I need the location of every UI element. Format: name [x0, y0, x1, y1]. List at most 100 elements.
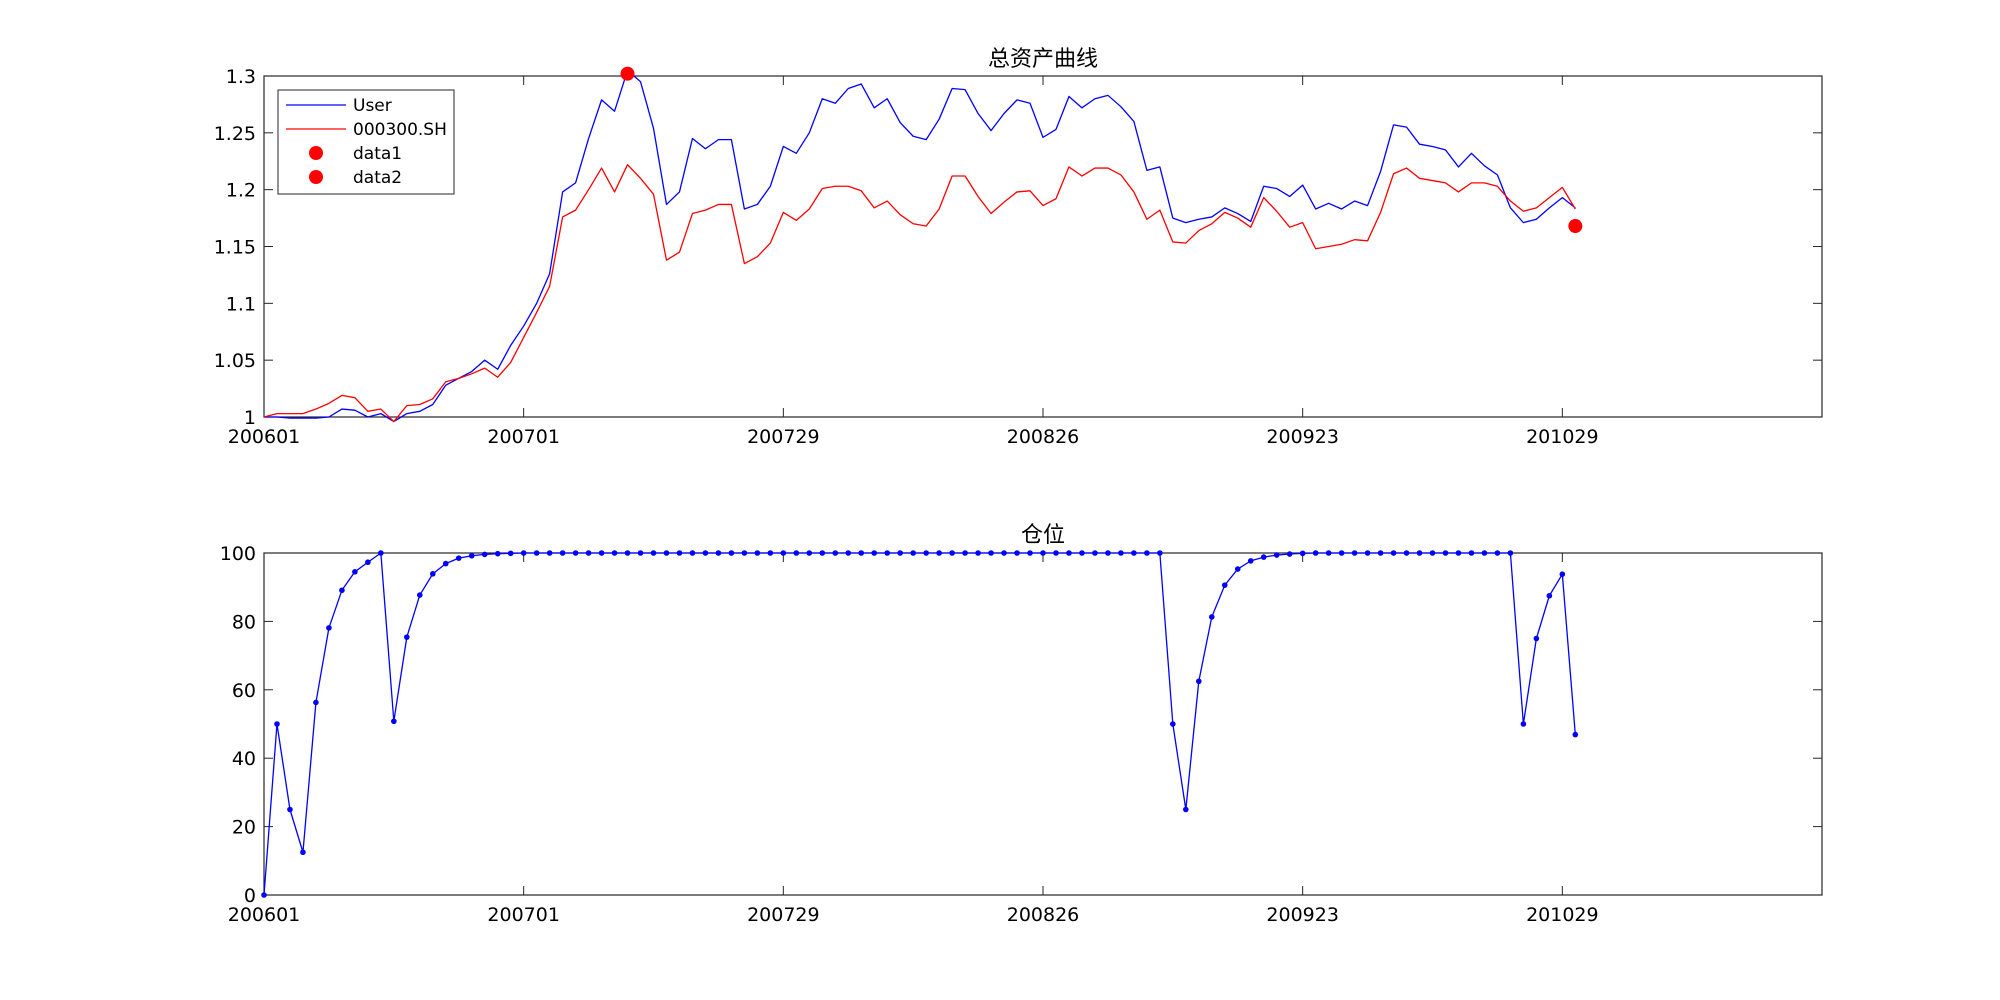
- series-point: [481, 551, 488, 558]
- series-point: [1429, 550, 1436, 556]
- series-point: [468, 552, 475, 559]
- series-point: [274, 721, 280, 727]
- series-point: [1092, 550, 1098, 556]
- series-point: [1507, 550, 1514, 556]
- equity-legend: User 000300.SH data1 data2: [277, 89, 455, 195]
- y-tick-label: 60: [232, 680, 256, 702]
- series-point: [520, 550, 527, 556]
- y-tick-label: 1.05: [214, 350, 256, 372]
- series-point: [326, 625, 332, 631]
- series-point: [1014, 550, 1020, 556]
- series-point: [1027, 550, 1033, 556]
- marker-data1: [620, 66, 635, 81]
- series-point: [845, 550, 852, 556]
- x-tick-label: 200826: [1007, 426, 1080, 448]
- series-point: [1494, 550, 1501, 556]
- y-tick-label: 40: [232, 748, 256, 770]
- series-point: [1468, 550, 1475, 556]
- y-tick-label: 1.2: [226, 180, 256, 202]
- series-point: [767, 550, 774, 556]
- series-point: [1377, 550, 1384, 556]
- y-tick-label: 1: [244, 407, 256, 429]
- series-point: [1208, 614, 1215, 620]
- series-point: [988, 550, 994, 556]
- series-point: [339, 587, 345, 594]
- series-point: [1170, 721, 1176, 727]
- series-point: [1079, 550, 1085, 556]
- series-point: [1338, 550, 1345, 556]
- series-point: [313, 699, 319, 706]
- position-x-axis: 200601 200701 200729 200826 200923 201029: [228, 553, 1599, 926]
- series-point: [754, 550, 761, 556]
- series-point: [819, 550, 826, 556]
- x-tick-label: 200729: [747, 426, 820, 448]
- series-point: [1351, 550, 1358, 556]
- series-point: [897, 550, 903, 556]
- y-tick-label: 1.1: [226, 293, 256, 315]
- series-point: [1286, 551, 1293, 557]
- marker-data2: [1568, 219, 1583, 234]
- series-point: [936, 550, 942, 556]
- series-point: [715, 550, 722, 556]
- series-point: [287, 806, 293, 813]
- x-tick-label: 200701: [487, 426, 560, 448]
- series-point: [1559, 571, 1566, 578]
- series-point: [858, 550, 865, 556]
- y-tick-label: 80: [232, 611, 256, 633]
- series-line-user: [264, 69, 1576, 423]
- series-point: [1403, 550, 1410, 556]
- equity-y-axis: 1 1.05 1.1 1.15 1.2 1.25 1.3: [214, 66, 1822, 429]
- x-tick-label: 200701: [487, 904, 560, 926]
- series-point: [1273, 552, 1280, 558]
- series-point: [780, 550, 787, 556]
- y-tick-label: 1.15: [214, 237, 256, 259]
- equity-chart-title: 总资产曲线: [988, 47, 1098, 72]
- series-point: [832, 550, 839, 556]
- legend-data2-label: data2: [353, 168, 402, 188]
- series-point: [507, 550, 514, 557]
- series-point: [650, 550, 657, 556]
- series-point: [793, 550, 800, 556]
- series-point: [533, 550, 540, 556]
- series-point: [689, 550, 696, 556]
- series-point: [365, 559, 371, 566]
- x-tick-label: 200826: [1007, 904, 1080, 926]
- series-point: [1247, 558, 1254, 564]
- series-point: [1131, 550, 1137, 556]
- series-point: [1442, 550, 1449, 556]
- series-point: [949, 550, 955, 556]
- equity-markers: [620, 66, 1583, 234]
- position-chart-title: 仓位: [1021, 523, 1065, 548]
- series-point: [910, 550, 916, 556]
- series-point: [546, 550, 553, 556]
- legend-index-label: 000300.SH: [353, 120, 447, 140]
- y-tick-label: 100: [220, 543, 256, 565]
- x-tick-label: 200601: [228, 426, 301, 448]
- series-point: [442, 560, 449, 567]
- x-tick-label: 200923: [1266, 426, 1339, 448]
- equity-x-axis: 200601 200701 200729 200826 200923 201029: [228, 76, 1599, 448]
- series-point: [1416, 550, 1423, 556]
- series-point: [923, 550, 929, 556]
- series-point: [1157, 550, 1163, 556]
- series-point: [637, 550, 644, 556]
- series-point: [1105, 550, 1111, 556]
- series-point: [1234, 566, 1241, 572]
- series-point: [1533, 635, 1540, 642]
- series-point: [975, 550, 981, 556]
- y-tick-label: 1.3: [226, 66, 256, 88]
- series-line-000300-sh: [263, 164, 1576, 423]
- series-point: [378, 550, 384, 556]
- series-point: [261, 892, 267, 898]
- series-point: [663, 550, 670, 556]
- series-point: [871, 550, 878, 556]
- series-point: [1196, 678, 1202, 685]
- x-tick-label: 201029: [1526, 904, 1599, 926]
- y-tick-label: 20: [232, 817, 256, 839]
- position-series: [261, 550, 1579, 898]
- series-point: [741, 550, 748, 556]
- series-point: [728, 550, 735, 556]
- series-point: [676, 550, 683, 556]
- series-point: [585, 550, 592, 556]
- series-point: [404, 634, 410, 640]
